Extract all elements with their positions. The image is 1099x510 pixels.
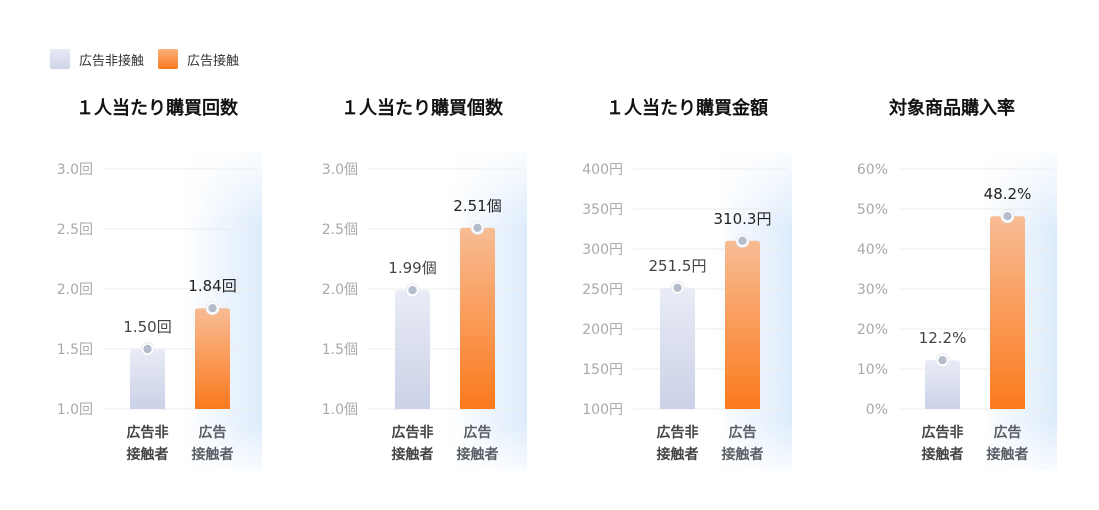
legend: 広告非接触 広告接触 bbox=[50, 49, 239, 69]
point-dot-non-exposed bbox=[408, 286, 417, 295]
y-tick-label: 1.5個 bbox=[322, 342, 358, 358]
y-tick-label: 250円 bbox=[582, 282, 623, 298]
bar-exposed bbox=[460, 227, 495, 409]
bar-non-exposed bbox=[395, 290, 430, 409]
value-label-non-exposed: 1.50回 bbox=[123, 318, 171, 336]
y-tick-label: 1.5回 bbox=[57, 342, 93, 358]
point-dot-non-exposed bbox=[143, 344, 152, 354]
point-dot-exposed bbox=[208, 304, 217, 313]
legend-item-non-exposed: 広告非接触 bbox=[50, 49, 144, 69]
value-label-non-exposed: 12.2% bbox=[919, 329, 967, 347]
y-tick-label: 3.0回 bbox=[57, 162, 93, 178]
chart-title: １人当たり購買金額 bbox=[606, 97, 768, 119]
point-dot-non-exposed bbox=[673, 283, 682, 292]
bar-exposed bbox=[725, 240, 760, 409]
value-label-non-exposed: 1.99個 bbox=[388, 259, 436, 277]
point-dot-non-exposed bbox=[938, 356, 947, 365]
x-category-label-non-exposed: 広告非接触者 bbox=[392, 424, 434, 463]
bar-exposed bbox=[195, 308, 230, 409]
value-label-exposed: 1.84回 bbox=[188, 277, 236, 295]
y-tick-label: 300円 bbox=[582, 242, 623, 258]
y-tick-label: 60% bbox=[857, 162, 888, 178]
y-tick-label: 3.0個 bbox=[322, 162, 358, 178]
legend-label-non-exposed: 広告非接触 bbox=[79, 53, 145, 69]
x-category-label-non-exposed: 広告非接触者 bbox=[127, 424, 169, 463]
chart-title: １人当たり購買回数 bbox=[76, 97, 239, 119]
y-tick-label: 100円 bbox=[582, 402, 623, 418]
bar-non-exposed bbox=[660, 287, 695, 409]
point-dot-exposed bbox=[1003, 212, 1012, 221]
chart-3: １人当たり購買金額 400円 350円 300円 250円 200円 150円 100円 251… bbox=[582, 97, 792, 470]
y-tick-label: 400円 bbox=[582, 162, 623, 178]
legend-item-exposed: 広告接触 bbox=[158, 49, 239, 69]
value-label-exposed: 48.2% bbox=[984, 185, 1032, 203]
y-tick-label: 1.0個 bbox=[322, 402, 358, 418]
x-category-label-exposed: 広告接触者 bbox=[987, 424, 1029, 463]
y-tick-label: 200円 bbox=[582, 322, 623, 338]
y-tick-label: 2.0回 bbox=[57, 282, 93, 298]
chart-4: 対象商品購入率 60% 50% 40% 30% 20% 10% 0% 12.2% 広告非接触者 48… bbox=[857, 97, 1057, 470]
chart-title: １人当たり購買個数 bbox=[341, 97, 504, 119]
value-label-exposed: 2.51個 bbox=[453, 197, 501, 215]
x-category-label-non-exposed: 広告非接触者 bbox=[922, 424, 964, 463]
bar-non-exposed bbox=[925, 360, 960, 409]
y-tick-label: 150円 bbox=[582, 362, 623, 378]
legend-swatch-exposed bbox=[158, 49, 179, 69]
value-label-exposed: 310.3円 bbox=[714, 210, 772, 228]
chart-1: １人当たり購買回数 3.0回 2.5回 2.0回 1.5回 1.0回 1.50回広告非接触者… bbox=[57, 97, 262, 470]
point-dot-exposed bbox=[738, 236, 747, 245]
y-tick-label: 2.5回 bbox=[57, 222, 93, 238]
y-tick-label: 0% bbox=[866, 402, 888, 418]
x-category-label-non-exposed: 広告非接触者 bbox=[657, 424, 699, 463]
y-tick-label: 350円 bbox=[582, 202, 623, 218]
bar-non-exposed bbox=[130, 349, 165, 409]
x-category-label-exposed: 広告接触者 bbox=[722, 424, 764, 463]
x-category-label-exposed: 広告接触者 bbox=[457, 424, 499, 463]
chart-2: １人当たり購買個数 3.0個 2.5個 2.0個 1.5個 1.0個 1.99個広告非接触者… bbox=[322, 97, 527, 470]
x-category-label-exposed: 広告接触者 bbox=[192, 424, 234, 463]
y-tick-label: 10% bbox=[857, 362, 888, 378]
y-tick-label: 20% bbox=[857, 322, 888, 338]
bar-exposed bbox=[990, 216, 1025, 409]
y-tick-label: 1.0回 bbox=[57, 402, 93, 418]
value-label-non-exposed: 251.5円 bbox=[649, 257, 707, 275]
legend-swatch-non-exposed bbox=[50, 49, 70, 69]
chart-title: 対象商品購入率 bbox=[888, 97, 1015, 119]
y-tick-label: 30% bbox=[857, 282, 888, 298]
y-tick-label: 50% bbox=[857, 202, 888, 218]
y-tick-label: 2.0個 bbox=[322, 282, 358, 298]
legend-label-exposed: 広告接触 bbox=[187, 53, 240, 69]
y-tick-label: 2.5個 bbox=[322, 222, 358, 238]
y-tick-label: 40% bbox=[857, 242, 888, 258]
point-dot-exposed bbox=[473, 223, 482, 232]
